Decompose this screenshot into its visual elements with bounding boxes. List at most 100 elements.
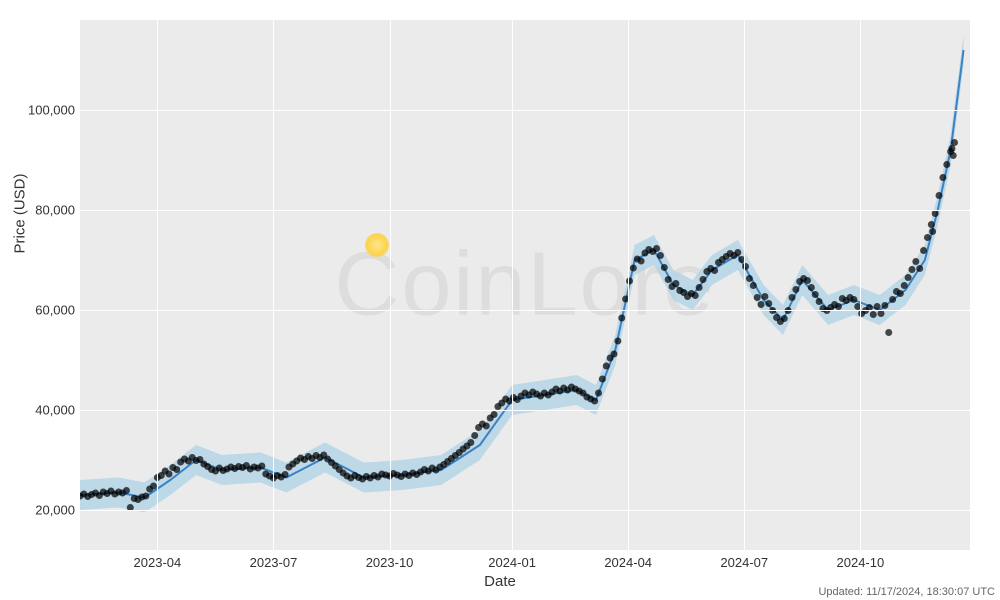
scatter-point: [808, 284, 815, 291]
scatter-point: [897, 290, 904, 297]
scatter-point: [792, 286, 799, 293]
x-tick-label: 2024-10: [837, 555, 885, 570]
y-axis-label: Price (USD): [12, 173, 29, 253]
y-tick-label: 80,000: [35, 203, 75, 218]
scatter-point: [936, 192, 943, 199]
scatter-point: [881, 302, 888, 309]
grid-line-h: [80, 110, 970, 111]
scatter-point: [889, 296, 896, 303]
footer-updated-text: Updated: 11/17/2024, 18:30:07 UTC: [818, 586, 995, 598]
y-tick-label: 100,000: [28, 103, 75, 118]
scatter-point: [928, 221, 935, 228]
scatter-point: [700, 276, 707, 283]
scatter-point: [173, 466, 180, 473]
scatter-point: [591, 398, 598, 405]
grid-line-v: [273, 20, 274, 550]
scatter-point: [870, 311, 877, 318]
x-tick-label: 2023-04: [134, 555, 182, 570]
scatter-point: [789, 294, 796, 301]
y-tick-label: 40,000: [35, 403, 75, 418]
x-tick-label: 2023-10: [366, 555, 414, 570]
grid-line-h: [80, 510, 970, 511]
x-tick-label: 2023-07: [250, 555, 298, 570]
scatter-point: [491, 411, 498, 418]
scatter-point: [618, 315, 625, 322]
scatter-point: [950, 152, 957, 159]
scatter-point: [653, 245, 660, 252]
scatter-point: [711, 267, 718, 274]
scatter-point: [816, 298, 823, 305]
x-tick-label: 2024-07: [720, 555, 768, 570]
chart-plot-area: CoinLore: [80, 20, 970, 550]
scatter-point: [908, 266, 915, 273]
scatter-point: [471, 432, 478, 439]
scatter-point: [850, 296, 857, 303]
scatter-point: [765, 300, 772, 307]
scatter-point: [905, 274, 912, 281]
scatter-point: [665, 276, 672, 283]
scatter-point: [611, 351, 618, 358]
scatter-point: [672, 280, 679, 287]
y-tick-label: 60,000: [35, 303, 75, 318]
scatter-point: [812, 291, 819, 298]
scatter-point: [599, 376, 606, 383]
scatter-point: [874, 303, 881, 310]
grid-line-v: [157, 20, 158, 550]
confidence-band: [80, 35, 964, 513]
sun-marker-icon: [365, 233, 389, 257]
grid-line-v: [512, 20, 513, 550]
scatter-point: [901, 282, 908, 289]
scatter-point: [742, 263, 749, 270]
x-axis-label: Date: [484, 573, 516, 590]
scatter-point: [142, 493, 149, 500]
scatter-point: [661, 264, 668, 271]
scatter-point: [696, 284, 703, 291]
scatter-point: [939, 174, 946, 181]
grid-line-v: [628, 20, 629, 550]
chart-svg: [80, 20, 970, 550]
scatter-point: [924, 234, 931, 241]
scatter-point: [603, 363, 610, 370]
scatter-point: [614, 338, 621, 345]
x-tick-label: 2024-01: [488, 555, 536, 570]
scatter-point: [754, 294, 761, 301]
grid-line-v: [744, 20, 745, 550]
scatter-point: [692, 292, 699, 299]
scatter-point: [630, 265, 637, 272]
grid-line-h: [80, 410, 970, 411]
scatter-point: [943, 161, 950, 168]
price-line: [80, 50, 964, 498]
grid-line-h: [80, 210, 970, 211]
scatter-point: [916, 265, 923, 272]
scatter-point: [885, 329, 892, 336]
scatter-point: [483, 423, 490, 430]
y-tick-label: 20,000: [35, 503, 75, 518]
scatter-point: [804, 277, 811, 284]
scatter-point: [758, 301, 765, 308]
scatter-point: [750, 282, 757, 289]
scatter-point: [761, 293, 768, 300]
scatter-point: [467, 439, 474, 446]
grid-line-h: [80, 310, 970, 311]
grid-line-v: [860, 20, 861, 550]
scatter-point: [166, 471, 173, 478]
scatter-point: [595, 390, 602, 397]
scatter-point: [657, 252, 664, 259]
scatter-point: [951, 139, 958, 146]
scatter-point: [258, 463, 265, 470]
scatter-point: [150, 483, 157, 490]
scatter-point: [282, 471, 289, 478]
scatter-point: [929, 228, 936, 235]
scatter-point: [920, 247, 927, 254]
scatter-point: [734, 249, 741, 256]
scatter-point: [781, 315, 788, 322]
scatter-point: [123, 487, 130, 494]
scatter-point: [746, 275, 753, 282]
scatter-point: [912, 258, 919, 265]
scatter-point: [932, 210, 939, 217]
scatter-point: [835, 303, 842, 310]
scatter-point: [948, 145, 955, 152]
scatter-point: [638, 258, 645, 265]
scatter-point: [626, 278, 633, 285]
grid-line-v: [390, 20, 391, 550]
